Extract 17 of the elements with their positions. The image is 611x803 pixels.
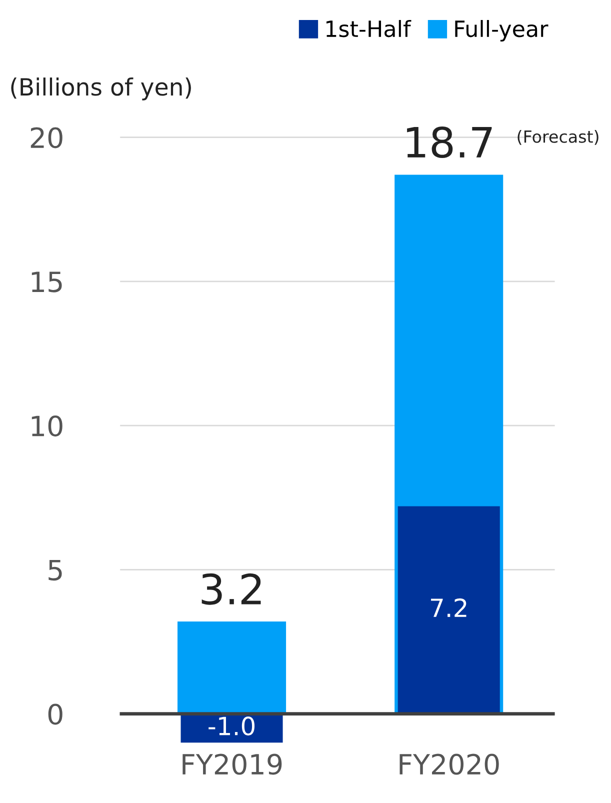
legend-label: 1st-Half bbox=[326, 20, 412, 38]
annotation: (Forecast) bbox=[518, 130, 598, 145]
y-tick-label: 15 bbox=[32, 272, 62, 292]
y-tick-label: 5 bbox=[48, 560, 62, 581]
x-tick-label: FY2020 bbox=[400, 754, 499, 775]
data-label: 18.7 bbox=[407, 126, 492, 158]
bar bbox=[178, 622, 286, 714]
data-label: 3.2 bbox=[202, 573, 261, 605]
data-label: 7.2 bbox=[431, 598, 466, 617]
legend-label: Full-year bbox=[455, 20, 548, 42]
data-label: -1.0 bbox=[208, 716, 254, 736]
bar bbox=[398, 506, 500, 714]
y-tick-label: 10 bbox=[32, 415, 62, 436]
y-tick-label: 20 bbox=[30, 127, 62, 148]
y-tick-label: 0 bbox=[48, 704, 62, 725]
y-axis-title: (Billions of yen) bbox=[11, 78, 191, 100]
x-tick-label: FY2019 bbox=[182, 754, 282, 775]
